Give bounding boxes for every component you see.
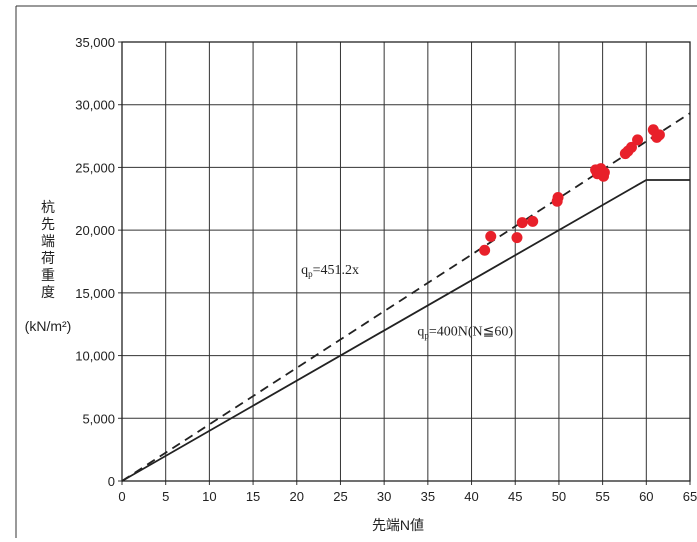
data-point [625,141,637,153]
x-tick-label: 10 [202,489,216,504]
annotations: qp=451.2x qp=400N(N≦60) [301,263,513,340]
data-point [485,230,497,242]
x-tick-label: 20 [290,489,304,504]
x-tick-label: 0 [118,489,125,504]
x-tick-label: 15 [246,489,260,504]
data-point [632,134,644,146]
plot-area-border [121,41,691,482]
data-point [552,192,564,204]
y-tick-label: 30,000 [75,98,115,113]
y-tick-label: 35,000 [75,35,115,50]
data-point [598,166,610,178]
x-tick-label: 55 [595,489,609,504]
y-tick-label: 20,000 [75,223,115,238]
y-axis-title-char: 度 [41,284,55,300]
design-line-label: qp=400N(N≦60) [417,325,513,341]
data-point [479,244,491,256]
x-tick-label: 60 [639,489,653,504]
data-point [527,215,539,227]
y-tick-label: 0 [108,474,115,489]
x-tick-label: 40 [464,489,478,504]
y-axis-title-char: 端 [41,233,55,249]
data-point [511,232,523,244]
data-point [653,129,665,141]
y-tick-label: 10,000 [75,349,115,364]
y-axis-title-char: 先 [41,216,55,232]
fit-line-label: qp=451.2x [301,263,359,279]
tick-labels: 0 5 10 15 20 25 30 35 40 45 50 55 60 65 0 5,000 10,000 15… [75,35,697,504]
x-tick-label: 35 [421,489,435,504]
y-axis-title-char: 杭 [41,199,55,215]
x-tick-label: 30 [377,489,391,504]
y-axis-title-char: 重 [41,267,55,283]
x-tick-label: 5 [162,489,169,504]
y-axis-unit: (kN/m²) [25,318,72,334]
grid [118,41,691,485]
x-tick-label: 65 [683,489,697,504]
x-tick-label: 45 [508,489,522,504]
data-points [479,124,665,256]
design-line-solid [121,179,690,482]
y-tick-label: 25,000 [75,160,115,175]
x-tick-label: 25 [333,489,347,504]
x-tick-label: 50 [552,489,566,504]
y-tick-label: 5,000 [82,411,115,426]
data-point [516,217,528,229]
y-axis-title-char: 荷 [41,250,55,266]
x-axis-title: 先端N値 [372,517,424,533]
y-tick-label: 15,000 [75,286,115,301]
